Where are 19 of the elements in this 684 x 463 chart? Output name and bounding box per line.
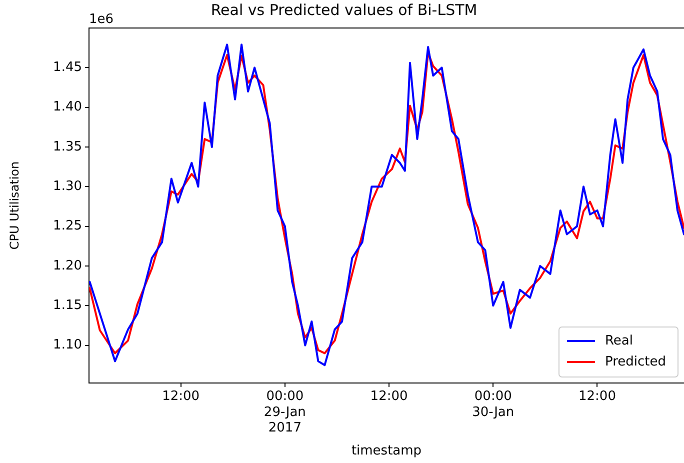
y-tick-label: 1.15: [53, 298, 82, 314]
y-tick-label: 1.20: [53, 258, 82, 274]
legend-label: Predicted: [604, 354, 666, 370]
y-tick-label: 1.45: [53, 60, 82, 76]
x-axis-title: timestamp: [351, 444, 422, 459]
legend-label: Real: [604, 333, 634, 348]
x-tick-label: 00:00 29-Jan 2017: [264, 389, 306, 436]
x-tick-label: 00:00 30-Jan: [472, 389, 514, 420]
y-tick-label: 1.40: [53, 100, 82, 115]
x-tick-label: 12:00: [370, 389, 408, 404]
y-tick-label: 1.35: [53, 139, 82, 154]
y-tick-label: 1.30: [53, 179, 82, 194]
x-tick-label: 12:00: [578, 389, 616, 404]
x-tick-label: 12:00: [162, 389, 200, 404]
y-axis-title: CPU Utilisation: [7, 161, 22, 250]
y-tick-label: 1.10: [53, 338, 82, 353]
y-tick-label: 1.25: [53, 218, 82, 234]
chart-title: Real vs Predicted values of Bi-LSTM: [210, 0, 478, 19]
text: 1e6: [89, 12, 114, 27]
